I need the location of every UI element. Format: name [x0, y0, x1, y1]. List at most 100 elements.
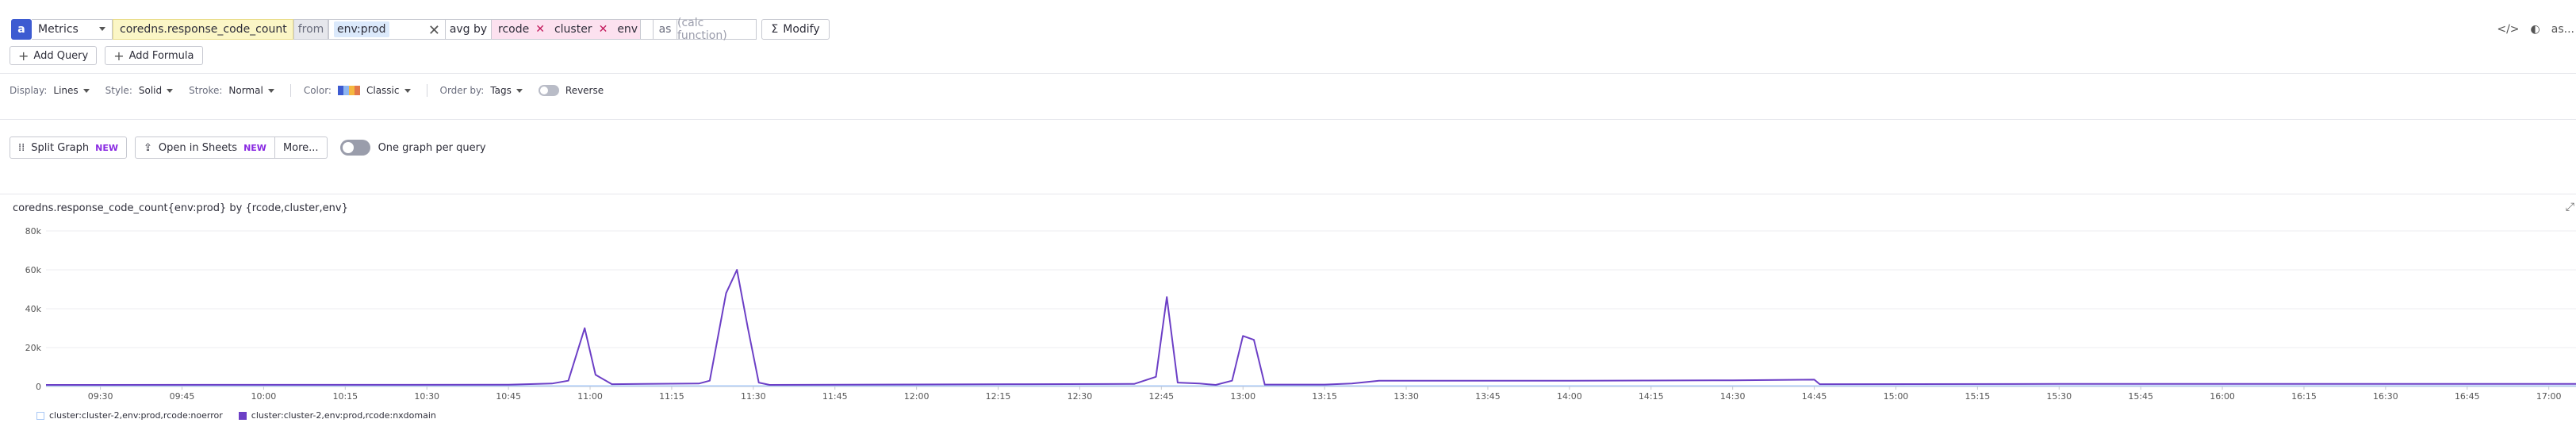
- modify-button[interactable]: Σ Modify: [761, 19, 830, 40]
- chevron-down-icon: [99, 27, 105, 31]
- graph-actions: ⁞⁞ Split Graph NEW ⇪ Open in Sheets NEW …: [10, 136, 486, 159]
- group-by-tags[interactable]: rcode ✕ cluster ✕ env ✕: [492, 19, 654, 40]
- more-button[interactable]: More...: [274, 136, 328, 159]
- plus-icon: +: [18, 48, 29, 63]
- aggregation-select[interactable]: avg by: [446, 19, 492, 40]
- chevron-down-icon[interactable]: [516, 88, 523, 93]
- y-tick-label: 80k: [25, 226, 42, 236]
- stroke-select[interactable]: Normal: [228, 85, 263, 96]
- group-by-input[interactable]: [641, 19, 654, 40]
- style-select[interactable]: Solid: [138, 85, 163, 96]
- from-filter-input[interactable]: env:prod ✕: [328, 19, 446, 40]
- palette-color: [354, 86, 360, 95]
- x-tick-label: 11:45: [822, 391, 848, 402]
- x-tick-label: 15:15: [1965, 391, 1991, 402]
- timeseries-chart[interactable]: 0 20k 40k 60k 80k 09:30 09:45 10:00 10:15 10:30 10…: [0, 223, 2576, 407]
- x-tick-label: 11:30: [741, 391, 766, 402]
- x-tick-label: 15:45: [2128, 391, 2153, 402]
- add-query-button[interactable]: + Add Query: [10, 46, 98, 65]
- calc-function-input[interactable]: (calc function): [677, 17, 757, 42]
- x-tick-label: 13:30: [1393, 391, 1419, 402]
- x-tick-label: 12:30: [1068, 391, 1093, 402]
- x-tick-label: 17:00: [2536, 391, 2562, 402]
- clear-filter-icon[interactable]: ✕: [427, 22, 440, 39]
- add-formula-button[interactable]: + Add Formula: [105, 46, 203, 65]
- from-label: from: [293, 19, 328, 40]
- x-tick-label: 13:45: [1475, 391, 1501, 402]
- one-graph-label: One graph per query: [378, 141, 486, 154]
- chevron-down-icon[interactable]: [82, 88, 90, 93]
- metric-input[interactable]: coredns.response_code_count: [113, 19, 293, 40]
- group-tag-label: env: [617, 23, 638, 36]
- x-tick-label: 10:15: [332, 391, 358, 402]
- x-tick-label: 15:30: [2046, 391, 2072, 402]
- chart-legend: cluster:cluster-2,env:prod,rcode:noerror…: [36, 410, 436, 421]
- x-tick-label: 10:45: [496, 391, 521, 402]
- modify-label: Modify: [783, 23, 820, 36]
- chevron-down-icon[interactable]: [404, 88, 411, 93]
- split-grid-icon: ⁞⁞: [18, 141, 25, 154]
- divider: [0, 119, 2576, 120]
- new-badge: NEW: [95, 142, 118, 153]
- x-tick-label: 14:30: [1720, 391, 1746, 402]
- group-tag-label: cluster: [554, 23, 592, 36]
- legend-swatch: [36, 411, 44, 420]
- add-query-label: Add Query: [33, 49, 89, 62]
- legend-label: cluster:cluster-2,env:prod,rcode:noerror: [49, 410, 223, 421]
- x-tick-label: 14:45: [1802, 391, 1827, 402]
- graph-title: coredns.response_code_count{env:prod} by…: [13, 202, 348, 214]
- palette-swatch[interactable]: [337, 86, 360, 95]
- x-tick-label: 10:30: [414, 391, 439, 402]
- legend-item[interactable]: cluster:cluster-2,env:prod,rcode:nxdomai…: [238, 410, 436, 421]
- from-tag[interactable]: env:prod: [334, 21, 389, 37]
- open-in-sheets-button[interactable]: ⇪ Open in Sheets NEW: [134, 136, 275, 159]
- source-type-select[interactable]: Metrics: [32, 19, 113, 40]
- chevron-down-icon[interactable]: [267, 88, 274, 93]
- open-sheets-label: Open in Sheets: [158, 141, 238, 154]
- reverse-toggle[interactable]: [538, 85, 559, 96]
- legend-item[interactable]: cluster:cluster-2,env:prod,rcode:noerror: [36, 410, 223, 421]
- stroke-label: Stroke:: [189, 85, 223, 96]
- x-tick-label: 11:15: [659, 391, 684, 402]
- sheets-button-group: ⇪ Open in Sheets NEW More...: [134, 136, 328, 159]
- code-icon[interactable]: </>: [2497, 23, 2520, 36]
- x-tick-label: 16:45: [2455, 391, 2480, 402]
- alias-button[interactable]: as...: [2551, 23, 2574, 36]
- sigma-icon: Σ: [771, 23, 779, 36]
- x-tick-label: 16:30: [2373, 391, 2398, 402]
- group-tag-cluster[interactable]: cluster ✕: [551, 23, 611, 36]
- color-select[interactable]: Classic: [366, 85, 400, 96]
- display-options: Display: Lines Style: Solid Stroke: Norm…: [10, 83, 604, 98]
- y-tick-label: 0: [36, 382, 41, 392]
- split-graph-button[interactable]: ⁞⁞ Split Graph NEW: [10, 136, 127, 159]
- color-label: Color:: [303, 85, 332, 96]
- expand-icon[interactable]: ⤢: [2565, 201, 2574, 213]
- x-tick-label: 16:00: [2210, 391, 2235, 402]
- palette-icon[interactable]: ◐: [2530, 23, 2540, 36]
- order-select[interactable]: Tags: [490, 85, 512, 96]
- plus-icon: +: [113, 48, 125, 63]
- style-label: Style:: [105, 85, 132, 96]
- one-graph-toggle[interactable]: [339, 140, 370, 156]
- group-tag-rcode[interactable]: rcode ✕: [495, 23, 548, 36]
- x-tick-label: 12:00: [904, 391, 930, 402]
- display-label: Display:: [10, 85, 48, 96]
- chevron-down-icon[interactable]: [167, 88, 174, 93]
- query-tools: </> ◐ as...: [2497, 19, 2576, 40]
- graph-panel: coredns.response_code_count{env:prod} by…: [0, 194, 2576, 446]
- x-tick-label: 13:00: [1230, 391, 1255, 402]
- x-tick-label: 16:15: [2291, 391, 2317, 402]
- x-tick-label: 12:15: [986, 391, 1011, 402]
- divider: [0, 73, 2576, 74]
- x-tick-label: 15:00: [1884, 391, 1909, 402]
- separator: [289, 84, 291, 97]
- x-tick-label: 13:15: [1312, 391, 1337, 402]
- x-tick-label: 10:00: [251, 391, 277, 402]
- remove-tag-icon[interactable]: ✕: [535, 23, 545, 36]
- x-tick-label: 09:30: [88, 391, 113, 402]
- palette-color: [348, 86, 355, 95]
- query-badge[interactable]: a: [11, 19, 32, 40]
- remove-tag-icon[interactable]: ✕: [598, 23, 608, 36]
- display-select[interactable]: Lines: [53, 85, 79, 96]
- y-tick-label: 20k: [25, 343, 42, 353]
